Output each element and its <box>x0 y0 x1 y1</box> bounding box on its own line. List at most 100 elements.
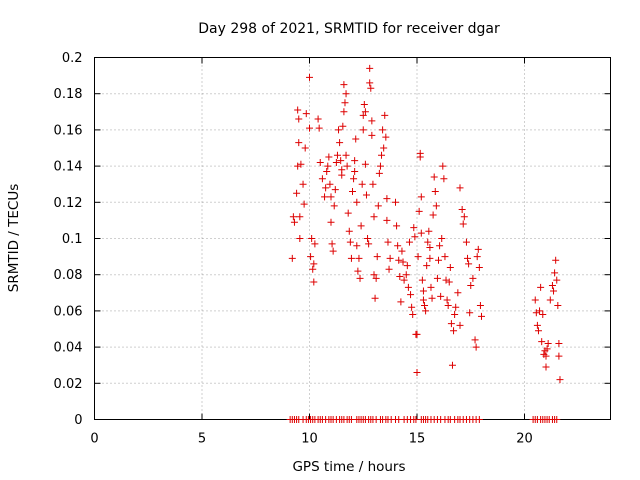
data-point <box>422 307 430 315</box>
data-point <box>531 296 539 304</box>
data-point <box>364 235 372 242</box>
data-point <box>332 158 340 166</box>
data-point <box>328 240 336 248</box>
data-point <box>379 126 387 134</box>
data-point <box>471 336 479 344</box>
data-point <box>336 139 344 147</box>
grid-lines <box>94 57 611 420</box>
data-point <box>370 213 378 221</box>
data-point <box>428 294 436 302</box>
tick-labels: 0 0.02 0.04 0.06 0.08 0.1 0.12 0.14 0.16 0.18 0.2 0… <box>54 51 533 447</box>
data-point <box>342 151 350 159</box>
data-point <box>462 238 470 246</box>
data-point <box>423 262 431 270</box>
data-point <box>301 144 309 152</box>
data-point <box>417 193 425 201</box>
data-point <box>469 274 477 282</box>
data-point <box>290 218 298 226</box>
x-tick-label: 20 <box>516 432 533 447</box>
data-point <box>330 202 338 210</box>
data-point <box>297 160 305 168</box>
data-point <box>417 229 425 237</box>
data-point <box>373 253 381 261</box>
x-tick-label: 10 <box>301 432 318 447</box>
data-point <box>408 303 416 311</box>
data-point <box>413 330 421 338</box>
data-point <box>340 81 348 89</box>
data-point <box>475 263 483 271</box>
data-point <box>293 189 301 197</box>
data-point <box>456 321 464 329</box>
data-point <box>398 247 406 255</box>
data-point <box>555 352 563 360</box>
y-tick-label: 0.1 <box>62 232 83 247</box>
y-tick-label: 0.08 <box>54 268 83 283</box>
data-point <box>437 292 445 300</box>
data-point <box>339 122 347 130</box>
data-point <box>359 126 367 134</box>
data-point <box>554 301 562 309</box>
data-point <box>537 283 545 291</box>
data-point <box>376 162 384 170</box>
y-tick-label: 0.14 <box>54 160 83 175</box>
data-point <box>407 291 415 299</box>
y-tick-label: 0.18 <box>54 87 83 102</box>
data-point <box>394 242 402 250</box>
data-point <box>306 124 313 132</box>
y-tick-label: 0.06 <box>54 304 83 319</box>
data-point <box>442 276 450 284</box>
data-point <box>345 227 353 235</box>
data-point <box>369 180 377 188</box>
data-point <box>327 218 335 226</box>
data-point <box>362 191 370 199</box>
data-point <box>439 162 447 170</box>
data-point <box>556 376 564 384</box>
data-point <box>429 211 437 219</box>
data-point <box>350 175 358 183</box>
data-point <box>294 106 302 114</box>
data-point <box>467 282 475 290</box>
data-point <box>342 90 350 98</box>
data-point <box>294 162 302 170</box>
data-point <box>452 303 460 311</box>
data-point <box>425 227 433 235</box>
data-point <box>458 206 466 214</box>
data-point <box>542 363 550 371</box>
data-point <box>333 151 341 159</box>
data-point <box>324 162 332 170</box>
data-point <box>370 271 378 279</box>
data-point <box>341 99 349 107</box>
data-point <box>347 254 355 262</box>
x-tick-label: 15 <box>409 432 426 447</box>
y-tick-label: 0.04 <box>54 341 83 356</box>
data-point <box>456 184 464 192</box>
data-point <box>355 254 363 262</box>
data-point <box>380 144 388 152</box>
data-point <box>288 254 296 262</box>
data-point <box>343 162 351 170</box>
data-point <box>314 115 322 123</box>
data-point <box>381 111 389 119</box>
data-point <box>459 220 467 228</box>
data-point <box>435 256 442 264</box>
data-point <box>374 202 382 210</box>
data-point <box>310 260 318 268</box>
data-point <box>448 361 456 369</box>
data-point <box>331 186 339 194</box>
data-point <box>323 168 331 176</box>
data-point <box>306 73 313 81</box>
data-point <box>440 175 448 183</box>
data-point <box>372 274 380 282</box>
data-point <box>329 247 337 255</box>
data-point <box>436 242 444 250</box>
data-point <box>396 273 404 281</box>
data-point <box>451 311 459 319</box>
data-point <box>300 200 308 208</box>
data-point <box>430 173 438 181</box>
data-point <box>397 298 405 306</box>
data-point <box>351 168 359 176</box>
data-point <box>414 253 422 261</box>
data-point <box>409 311 417 319</box>
data-point <box>532 309 540 317</box>
